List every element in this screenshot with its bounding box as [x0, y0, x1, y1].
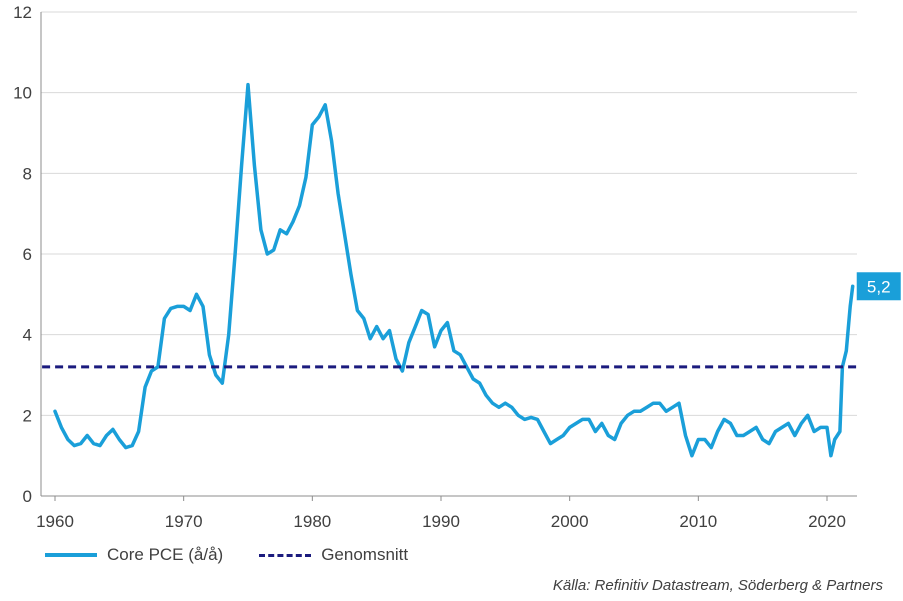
y-tick-label-0: 0 [23, 487, 32, 506]
x-tick-label-2010: 2010 [679, 512, 717, 531]
legend-label-core-pce: Core PCE (å/å) [107, 545, 224, 564]
x-tick-label-1970: 1970 [165, 512, 203, 531]
value-badge-label: 5,2 [867, 277, 891, 296]
x-tick-label-1980: 1980 [293, 512, 331, 531]
series-layer [42, 82, 860, 458]
x-tick-label-2000: 2000 [551, 512, 589, 531]
grid-lines [41, 11, 857, 416]
legend-item-genomsnitt: Genomsnitt [259, 545, 408, 565]
y-tick-label-4: 4 [23, 326, 32, 345]
axes: 0 2 4 6 8 10 12 1960 1970 1980 1990 2000 2010 2020 [13, 3, 857, 531]
series-line-core-pce [53, 82, 855, 458]
x-tick-label-2020: 2020 [808, 512, 846, 531]
x-tick-label-1960: 1960 [36, 512, 74, 531]
y-tick-label-6: 6 [23, 245, 32, 264]
source-note: Källa: Refinitiv Datastream, Söderberg &… [552, 577, 883, 594]
y-tick-label-2: 2 [23, 406, 32, 425]
legend-swatch-core-pce [45, 553, 97, 557]
y-tick-label-10: 10 [13, 84, 32, 103]
annotations-layer: 5,2 [856, 272, 901, 301]
value-badge [856, 272, 901, 301]
x-tick-label-1990: 1990 [422, 512, 460, 531]
legend: Core PCE (å/å) Genomsnitt [45, 541, 444, 569]
legend-swatch-genomsnitt [259, 553, 312, 557]
legend-label-genomsnitt: Genomsnitt [321, 545, 409, 564]
y-tick-label-8: 8 [23, 164, 32, 183]
y-tick-label-12: 12 [13, 3, 32, 22]
legend-item-core-pce: Core PCE (å/å) [45, 545, 223, 565]
